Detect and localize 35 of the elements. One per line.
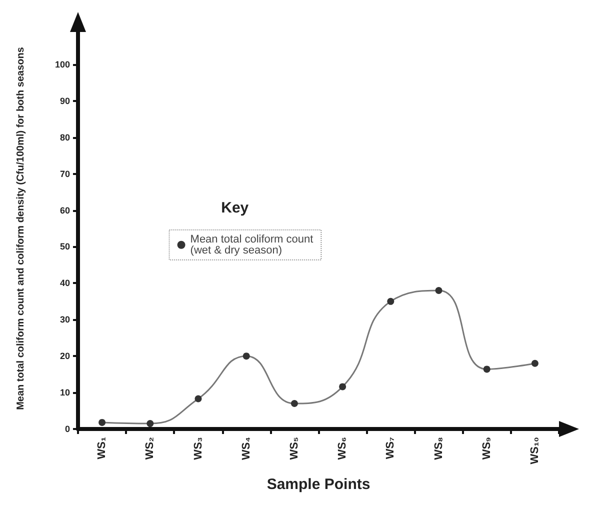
point — [435, 286, 442, 294]
point — [339, 383, 346, 390]
y-tick-label: 0 — [64, 424, 70, 434]
y-tick-label: 20 — [60, 351, 70, 362]
x-tick-label: WS₃ — [192, 437, 204, 460]
point — [146, 420, 154, 428]
x-axis-title: Sample Points — [266, 476, 370, 493]
point — [387, 298, 394, 305]
x-tick-label: WS₅ — [288, 437, 300, 460]
point — [98, 418, 106, 426]
y-tick-label: 40 — [60, 278, 70, 288]
y-axis-title: Mean total coliform count and coliform density (Cfu/100ml) for both seasons — [16, 46, 26, 410]
point — [194, 395, 202, 402]
y-tick-label: 50 — [60, 242, 70, 252]
x-tick-label: WS₉ — [480, 436, 493, 460]
y-tick-label: 100 — [54, 59, 70, 70]
y-tick-label: 70 — [60, 168, 70, 179]
x-tick-label: WS₇ — [384, 437, 397, 460]
y-tick-label: 80 — [60, 132, 70, 142]
point — [242, 352, 250, 360]
y-tick-label: 60 — [60, 205, 70, 216]
legend-label: Mean total coliform count (wet & dry season) — [190, 233, 314, 256]
x-tick-label: WS₆ — [336, 437, 349, 460]
point — [531, 360, 538, 367]
x-tick-label: WS₁₀ — [528, 436, 541, 464]
y-tick-label: 10 — [60, 388, 70, 398]
y-tick-label: 90 — [60, 96, 70, 106]
x-tick-label: WS₂ — [144, 436, 156, 460]
y-tick-label: 30 — [60, 314, 70, 325]
point — [290, 400, 298, 407]
x-tick-label: WS₄ — [240, 437, 252, 460]
x-tick-label: WS₁ — [96, 436, 108, 460]
legend-title: Key — [221, 199, 250, 216]
x-tick-label: WS₈ — [432, 437, 445, 460]
point — [483, 366, 490, 373]
